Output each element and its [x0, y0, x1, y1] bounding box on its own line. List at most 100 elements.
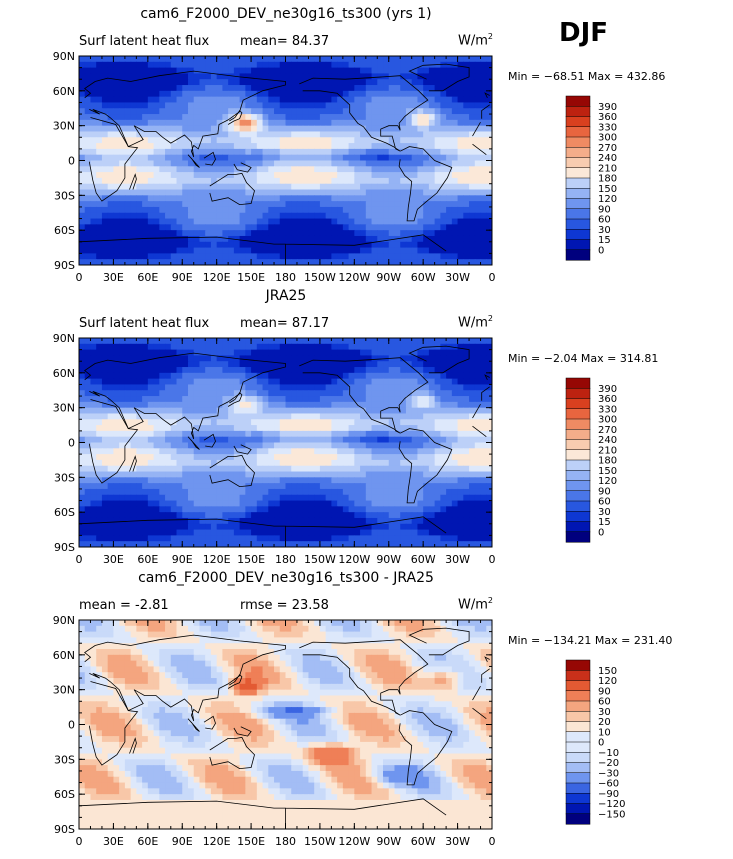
field-cell	[302, 425, 310, 432]
field-cell	[296, 425, 304, 432]
field-cell	[96, 218, 103, 225]
field-cell	[130, 247, 137, 254]
field-cell	[193, 166, 201, 173]
lat-tick-label: 0	[68, 155, 75, 168]
field-cell	[319, 459, 327, 467]
field-cell	[165, 390, 172, 397]
field-cell	[256, 361, 264, 368]
field-cell	[96, 166, 103, 173]
field-cell	[331, 102, 338, 109]
field-cell	[256, 212, 264, 220]
field-cell	[107, 195, 115, 202]
field-cell	[405, 488, 413, 496]
coastline	[233, 162, 252, 173]
field-cell	[176, 125, 183, 133]
field-cell	[446, 477, 453, 484]
field-cell	[319, 483, 327, 490]
field-cell	[360, 108, 367, 115]
field-cell	[451, 338, 459, 345]
field-cell	[394, 454, 401, 461]
field-cell	[348, 454, 355, 461]
field-cell	[159, 471, 166, 478]
field-cell	[182, 390, 189, 397]
field-cell	[285, 390, 292, 397]
field-cell	[440, 108, 447, 115]
field-cell	[262, 338, 269, 345]
field-cell	[451, 343, 459, 351]
field-cell	[176, 230, 183, 237]
field-cell	[199, 172, 206, 179]
field-cell	[124, 114, 132, 121]
field-cell	[463, 61, 470, 69]
field-cell	[101, 247, 109, 254]
field-cell	[331, 407, 338, 415]
field-cell	[222, 235, 229, 243]
field-cell	[228, 436, 235, 444]
field-cell	[245, 349, 252, 357]
field-cell	[239, 436, 246, 444]
field-cell	[285, 183, 292, 191]
field-cell	[268, 108, 275, 115]
field-cell	[348, 183, 355, 191]
field-cell	[348, 177, 355, 185]
field-cell	[239, 102, 246, 109]
field-cell	[423, 361, 430, 368]
field-cell	[159, 459, 166, 467]
field-cell	[228, 79, 235, 86]
field-cell	[84, 355, 92, 362]
field-cell	[400, 355, 407, 362]
field-cell	[233, 131, 241, 138]
field-cell	[274, 465, 281, 473]
field-cell	[182, 425, 189, 432]
panel-stat-text: mean= 87.17	[240, 316, 330, 331]
field-cell	[130, 483, 137, 490]
field-cell	[474, 143, 482, 150]
field-cell	[360, 343, 367, 351]
field-cell	[423, 506, 430, 513]
field-cell	[296, 73, 304, 80]
field-cell	[262, 143, 269, 150]
field-cell	[394, 148, 401, 156]
field-cell	[124, 401, 132, 409]
field-cell	[107, 172, 115, 179]
field-cell	[469, 338, 476, 345]
field-cell	[205, 465, 212, 473]
field-cell	[147, 401, 155, 409]
field-cell	[79, 189, 86, 196]
field-cell	[79, 247, 86, 254]
field-cell	[159, 143, 166, 150]
field-cell	[365, 401, 373, 409]
field-cell	[405, 61, 413, 69]
field-cell	[474, 160, 482, 167]
field-cell	[262, 448, 269, 455]
field-cell	[90, 119, 97, 127]
field-cell	[469, 247, 476, 254]
field-cell	[79, 253, 86, 260]
field-cell	[239, 471, 246, 478]
field-cell	[119, 73, 126, 80]
field-cell	[228, 442, 235, 449]
field-cell	[113, 172, 120, 179]
field-cell	[342, 361, 350, 368]
field-cell	[256, 218, 264, 225]
field-cell	[405, 259, 413, 265]
field-cell	[205, 442, 212, 449]
field-cell	[423, 253, 430, 260]
field-cell	[113, 90, 120, 98]
field-cell	[337, 343, 344, 351]
field-cell	[245, 465, 252, 473]
field-cell	[434, 125, 441, 133]
field-cell	[165, 137, 172, 144]
field-cell	[90, 419, 97, 426]
lat-tick-label: 30N	[53, 120, 75, 133]
field-cell	[302, 367, 310, 374]
field-cell	[142, 96, 149, 104]
field-cell	[210, 166, 218, 173]
field-cell	[302, 349, 310, 357]
field-cell	[308, 253, 315, 260]
field-cell	[187, 465, 195, 473]
field-cell	[440, 367, 447, 374]
field-cell	[383, 253, 390, 260]
field-cell	[428, 73, 436, 80]
field-cell	[210, 390, 218, 397]
